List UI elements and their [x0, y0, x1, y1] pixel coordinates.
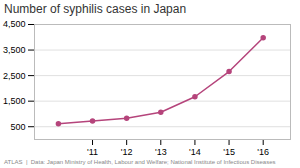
svg-text:1,500: 1,500 — [3, 96, 26, 106]
svg-text:'12: '12 — [121, 147, 133, 157]
svg-text:'14: '14 — [189, 147, 201, 157]
svg-text:'13: '13 — [155, 147, 167, 157]
svg-text:3,500: 3,500 — [3, 45, 26, 55]
svg-text:500: 500 — [10, 122, 25, 132]
html-text:Number of syphilis cases in Ja: Number of syphilis cases in Japan — [4, 2, 187, 16]
svg-text:'16: '16 — [257, 147, 269, 157]
svg-text:'15: '15 — [223, 147, 235, 157]
svg-text:4,500: 4,500 — [3, 19, 26, 29]
svg-text:'11: '11 — [87, 147, 98, 157]
svg-text:2,500: 2,500 — [3, 70, 26, 80]
html-text:ATLAS | Data: Japan Ministry o: ATLAS | Data: Japan Ministry of Health, … — [4, 159, 276, 165]
